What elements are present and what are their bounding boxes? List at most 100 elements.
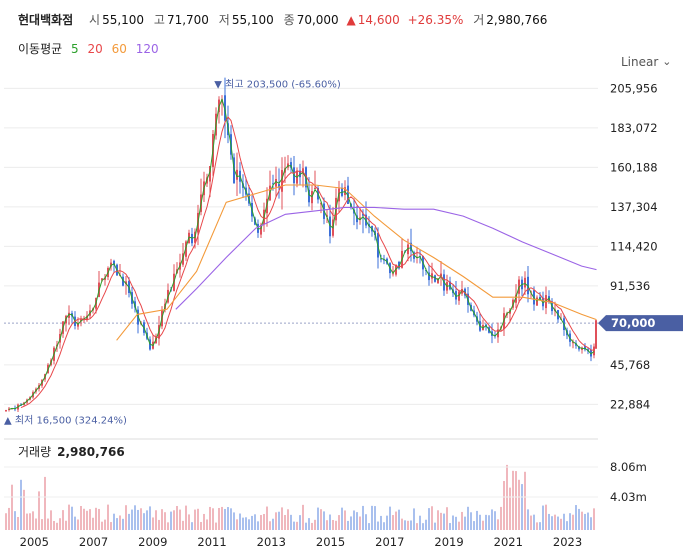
y-tick-label: 160,188 [610, 160, 658, 174]
volume-bar [167, 522, 169, 530]
volume-bar [434, 522, 436, 530]
volume-bar [362, 505, 364, 530]
volume-bar [290, 514, 292, 530]
volume-bar [230, 508, 232, 530]
volume-bar [509, 487, 511, 530]
volume-bar [557, 516, 559, 530]
volume-bar [431, 506, 433, 530]
max-annotation: ▼ 최고 203,500 (-65.60%) [214, 79, 341, 91]
volume-bar [62, 510, 64, 530]
last-price-tag [598, 315, 683, 332]
volume-bar [446, 507, 448, 530]
volume-bar [131, 509, 133, 530]
min-annotation: ▲ 최저 16,500 (324.24%) [4, 414, 127, 426]
volume-bar [197, 508, 199, 530]
volume-bar [428, 508, 430, 530]
candle-body [122, 276, 124, 286]
volume-bar [524, 471, 526, 530]
volume-bar [494, 511, 496, 530]
last-price-value: 70,000 [611, 316, 655, 330]
candle-body [110, 262, 112, 267]
volume-bar [155, 510, 157, 530]
volume-bar [134, 505, 136, 530]
candle-body [428, 272, 430, 281]
volume-bar [122, 518, 124, 530]
volume-bar [119, 515, 121, 530]
volume-bar [392, 515, 394, 530]
volume-bar [497, 519, 499, 530]
volume-bar [440, 512, 442, 530]
volume-bar [545, 504, 547, 530]
candle-body [260, 224, 262, 235]
candle-body [314, 187, 316, 189]
volume-bar [236, 519, 238, 530]
volume-bar [443, 513, 445, 530]
volume-bar [377, 521, 379, 530]
candle-body [5, 410, 7, 412]
y-tick-label: 183,072 [610, 121, 658, 135]
volume-bar [488, 515, 490, 530]
volume-bar [233, 512, 235, 530]
volume-bar [140, 508, 142, 530]
volume-bar [332, 519, 334, 530]
y-tick-label: 22,884 [610, 397, 650, 411]
volume-bar [260, 515, 262, 530]
scale-toggle[interactable]: Linear ⌄ [621, 55, 672, 69]
volume-bar [47, 518, 49, 530]
x-tick-label: 2019 [434, 535, 463, 549]
volume-bar [245, 517, 247, 530]
volume-bar [278, 511, 280, 530]
volume-bar [53, 520, 55, 530]
candle-body [437, 278, 439, 284]
candle-body [113, 260, 115, 266]
volume-bar [29, 513, 31, 530]
y-tick-label: 91,536 [610, 279, 650, 293]
volume-bar [146, 510, 148, 530]
volume-bar [8, 507, 10, 530]
volume-panel-label: 거래량 2,980,766 [18, 443, 125, 460]
volume-bar [164, 512, 166, 530]
candle-body [407, 244, 409, 255]
volume-bar [116, 518, 118, 530]
volume-bar [467, 506, 469, 530]
volume-bar [464, 516, 466, 530]
ma-5[interactable]: 5 [71, 42, 79, 56]
volume-bar [227, 507, 229, 530]
volume-bar [293, 521, 295, 530]
volume-bar [77, 519, 79, 530]
volume-bar [578, 508, 580, 530]
ma-60[interactable]: 60 [111, 42, 127, 56]
volume-bar [200, 521, 202, 530]
volume-bar [527, 509, 529, 530]
volume-bar [368, 523, 370, 530]
candle-body [290, 162, 292, 168]
volume-bar [383, 522, 385, 530]
volume-bar [560, 518, 562, 530]
volume-bar [143, 513, 145, 530]
volume-bar [14, 511, 16, 530]
volume-bar [473, 521, 475, 530]
candle-body [455, 291, 457, 300]
volume-bar [191, 522, 193, 530]
up-arrow-icon: ▲ [346, 13, 356, 27]
volume-bar [461, 511, 463, 530]
ma120-line [175, 206, 597, 310]
candle-body [308, 189, 310, 203]
candle-body [302, 168, 304, 174]
ma-120[interactable]: 120 [135, 42, 159, 56]
volume-bar [575, 505, 577, 530]
volume-value: 2,980,766 [57, 445, 125, 459]
candle-body [278, 184, 280, 188]
candle-body [80, 319, 82, 322]
volume-bar [386, 515, 388, 530]
volume-bar [437, 510, 439, 530]
open-value: 55,100 [102, 13, 145, 27]
volume-bar [44, 476, 46, 530]
volume-bar [491, 509, 493, 530]
volume-bar [71, 506, 73, 530]
ma-20[interactable]: 20 [87, 42, 103, 56]
low-value: 55,100 [231, 13, 274, 27]
volume-bar [350, 516, 352, 530]
candle-body [359, 217, 361, 220]
